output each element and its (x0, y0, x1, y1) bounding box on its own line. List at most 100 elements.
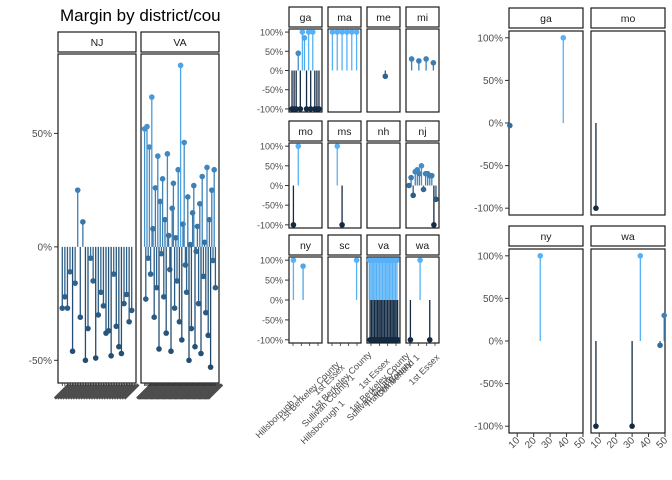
chart1-panel-va-mark-point (195, 300, 202, 307)
chart3-row1-ytick-label: -50% (480, 379, 503, 390)
chart1-panel-va-strip-label: VA (173, 37, 186, 49)
chart1-panel-va-mark-point (207, 364, 214, 370)
chart3-row0-ytick-label: 0% (489, 119, 504, 130)
chart-title: Margin by district/cou (60, 6, 221, 25)
chart1-panel-nj-mark-point (90, 278, 96, 284)
chart1-panel-va-mark-point (153, 284, 160, 291)
chart1-panel-nj-mark-point (74, 187, 81, 193)
chart1-panel-nj-border (57, 53, 137, 384)
chart-2-state-small-multiples: ga -100% -50% 0% 50% 100% ma me mi mo -100% -50% 0% 5… (254, 6, 442, 446)
chart-3-state-by-district-number: ga -100% -50% 0% 50% 100% mo ny -100% -50% 0% 50% 10… (474, 7, 670, 451)
chart2-panel-nj-mark-point (416, 170, 423, 177)
chart1-panel-va-mark-point (189, 210, 196, 216)
chart-1-margin-by-district: -50% 0% 50% NJ VA (29, 31, 224, 400)
chart3-panel-wa-strip-label: wa (620, 231, 635, 243)
chart1-panel-nj-mark-point (108, 352, 114, 359)
chart2-panel-mo-strip (288, 120, 323, 142)
chart1-panel-va-mark-point (200, 273, 207, 280)
chart1-panel-va-mark-point (211, 166, 217, 173)
chart1-panel-nj-xtick-label-mark (115, 383, 132, 400)
chart1-panel-va-mark-point (177, 62, 184, 69)
chart3-panel-ny-xtick-label: 50 (572, 435, 588, 451)
chart1-panel-va-mark-point (176, 318, 183, 325)
chart1-panel-va-mark-point (145, 255, 151, 262)
chart3-panel-wa-xtick-label: 30 (622, 435, 638, 451)
chart2-panel-wa-mark-point (407, 337, 414, 343)
chart1-panel-va-mark-point (181, 139, 187, 146)
chart2-row0-ytick-label: -50% (262, 85, 283, 95)
chart2-panel-nj-border (405, 142, 440, 229)
chart3-panel-mo-strip-label: mo (621, 13, 636, 25)
chart2-panel-ny-mark-point (300, 263, 306, 269)
chart1-panel-nj-xtick-label-mark (120, 383, 137, 400)
chart2-row0-ytick-label: -100% (257, 104, 283, 114)
chart2-panel-sc-mark-point (353, 257, 360, 263)
chart2-panel-ga-mark-point (301, 35, 308, 41)
chart1-panel-nj-mark-point (87, 255, 94, 262)
chart1-panel-va-mark-point (147, 271, 154, 277)
chart1-panel-va-mark-point (210, 257, 216, 264)
chart2-panel-sc-strip (327, 234, 362, 256)
chart3-panel-wa-mark-point (629, 423, 635, 429)
chart1-panel-va-border (140, 53, 220, 384)
chart2-panel-nh-strip-label: nh (378, 126, 390, 138)
chart1-panel-va-mark-point (185, 194, 191, 200)
chart1-panel-nj-mark-point (105, 328, 112, 334)
chart1-panel-va-mark-point (156, 346, 162, 352)
chart1-panel-nj-xtick-label-mark (58, 383, 76, 400)
chart3-panel-ga-mark-point (507, 122, 513, 129)
chart1-panel-nj-xtick-label-mark (107, 383, 125, 400)
chart1-panel-nj-xtick-label-mark (87, 383, 104, 400)
chart1-panel-va-mark-point (201, 239, 208, 246)
chart1-panel-va-mark-point (191, 182, 197, 189)
chart1-panel-nj-xtick-label-mark (110, 383, 127, 400)
chart2-panel-wa-border (405, 256, 440, 344)
chart1-panel-nj-xtick-label-mark (76, 383, 94, 400)
chart1-panel-va-mark-point (169, 205, 175, 212)
chart1-panel-nj-xtick-label-mark (69, 383, 86, 400)
chart1-panel-va-mark-point (165, 232, 172, 239)
chart3-panel-wa-strip (590, 225, 666, 247)
chart2-panel-ga-mark-point (303, 106, 310, 112)
chart2-panel-sc-border (327, 256, 362, 344)
chart2-row2-ytick-label: 50% (265, 276, 283, 286)
chart2-panel-ms-strip-label: ms (338, 126, 352, 138)
chart2-panel-va-mark-point (394, 257, 400, 263)
chart2-panel-nj-mark-point (420, 186, 427, 193)
chart3-panel-wa-xtick-label: 20 (605, 435, 621, 451)
chart1-panel-va-mark-point (170, 180, 177, 187)
chart2-panel-nh-strip (366, 120, 401, 142)
chart1-panel-va-mark-point (179, 337, 185, 343)
chart1-panel-va-mark-point (212, 284, 219, 291)
chart1-panel-va-mark-point (194, 223, 201, 230)
chart2-row1-ytick-label: -50% (262, 201, 283, 211)
chart1-panel-nj-xtick-label-mark (61, 383, 78, 400)
chart1-panel-va-mark-point (186, 357, 192, 364)
chart1-panel-va-mark-point (158, 250, 165, 257)
chart2-panel-ma-mark-point (353, 29, 360, 35)
chart3-panel-ga-mark-point (560, 35, 567, 41)
chart2-panel-va-strip-label: va (378, 240, 389, 252)
chart2-panel-me-strip-label: me (376, 12, 391, 24)
chart3-row0-ytick-label: -100% (474, 204, 503, 215)
chart1-panel-va-mark-point (155, 153, 161, 159)
chart2-panel-ga-mark-point (297, 106, 304, 112)
chart2-panel-ga-mark-point (293, 106, 299, 112)
chart3-panel-ga-strip (508, 7, 584, 29)
chart1-panel-nj-mark-point (64, 305, 71, 311)
chart1-panel-nj-mark-point (82, 357, 89, 364)
chart1-panel-va-mark-point (168, 348, 174, 355)
chart1-panel-nj-mark-point (67, 269, 73, 275)
chart1-panel-nj-mark-point (118, 350, 125, 357)
chart1-panel-va-mark-point (146, 144, 153, 150)
chart1-panel-nj-xtick-label-mark (66, 383, 83, 400)
chart1-panel-va-mark-point (199, 173, 205, 180)
chart1-panel-nj-mark-point (113, 323, 120, 330)
chart1-panel-nj-mark-point (116, 343, 122, 350)
chart2-panel-mi-mark-point (430, 60, 437, 66)
chart2-panel-ga-strip (288, 6, 323, 28)
chart1-panel-va-mark-point (180, 221, 186, 227)
chart1-panel-va-mark-point (149, 94, 155, 100)
chart1-panel-nj-mark-point (100, 303, 107, 309)
